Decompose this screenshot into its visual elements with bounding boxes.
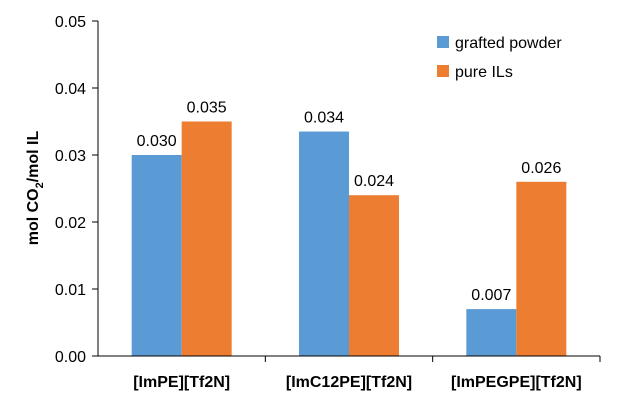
y-axis-label: mol CO2/mol IL [25,130,46,245]
y-axis-title: mol CO2/mol IL [25,130,46,245]
x-category-label: [ImPE][Tf2N] [133,374,230,391]
y-tick-label: 0.05 [55,14,86,31]
bar-pure-ils [349,195,399,356]
data-label: 0.007 [471,287,511,304]
data-label: 0.024 [354,173,394,190]
data-label: 0.030 [137,133,177,150]
y-axis-ticks: 0.00 0.01 0.02 0.03 0.04 0.05 [55,14,98,366]
bar-grafted-powder [466,309,517,356]
data-labels: 0.030 0.035 0.034 0.024 0.007 0.026 [137,100,562,305]
legend-swatch [437,36,449,48]
y-tick-label: 0.00 [55,349,86,366]
legend-swatch [437,65,449,77]
legend-label: pure ILs [455,64,513,81]
bar-grafted-powder [299,131,349,356]
bar-pure-ils [181,121,232,356]
bar-grafted-powder [131,155,182,356]
bar-pure-ils [516,181,567,356]
y-tick-label: 0.04 [55,81,86,98]
y-tick-label: 0.01 [55,282,86,299]
bars [131,121,567,356]
data-label: 0.034 [304,110,344,127]
x-axis-labels: [ImPE][Tf2N] [ImC12PE][Tf2N] [ImPEGPE][Tf2… [133,374,581,391]
x-category-label: [ImC12PE][Tf2N] [286,374,412,391]
legend-label: grafted powder [455,35,562,52]
y-tick-label: 0.03 [55,148,86,165]
y-tick-label: 0.02 [55,215,86,232]
data-label: 0.026 [521,160,561,177]
data-label: 0.035 [187,100,227,117]
legend: grafted powder pure ILs [437,35,562,81]
x-category-label: [ImPEGPE][Tf2N] [451,374,582,391]
axes [97,21,601,362]
